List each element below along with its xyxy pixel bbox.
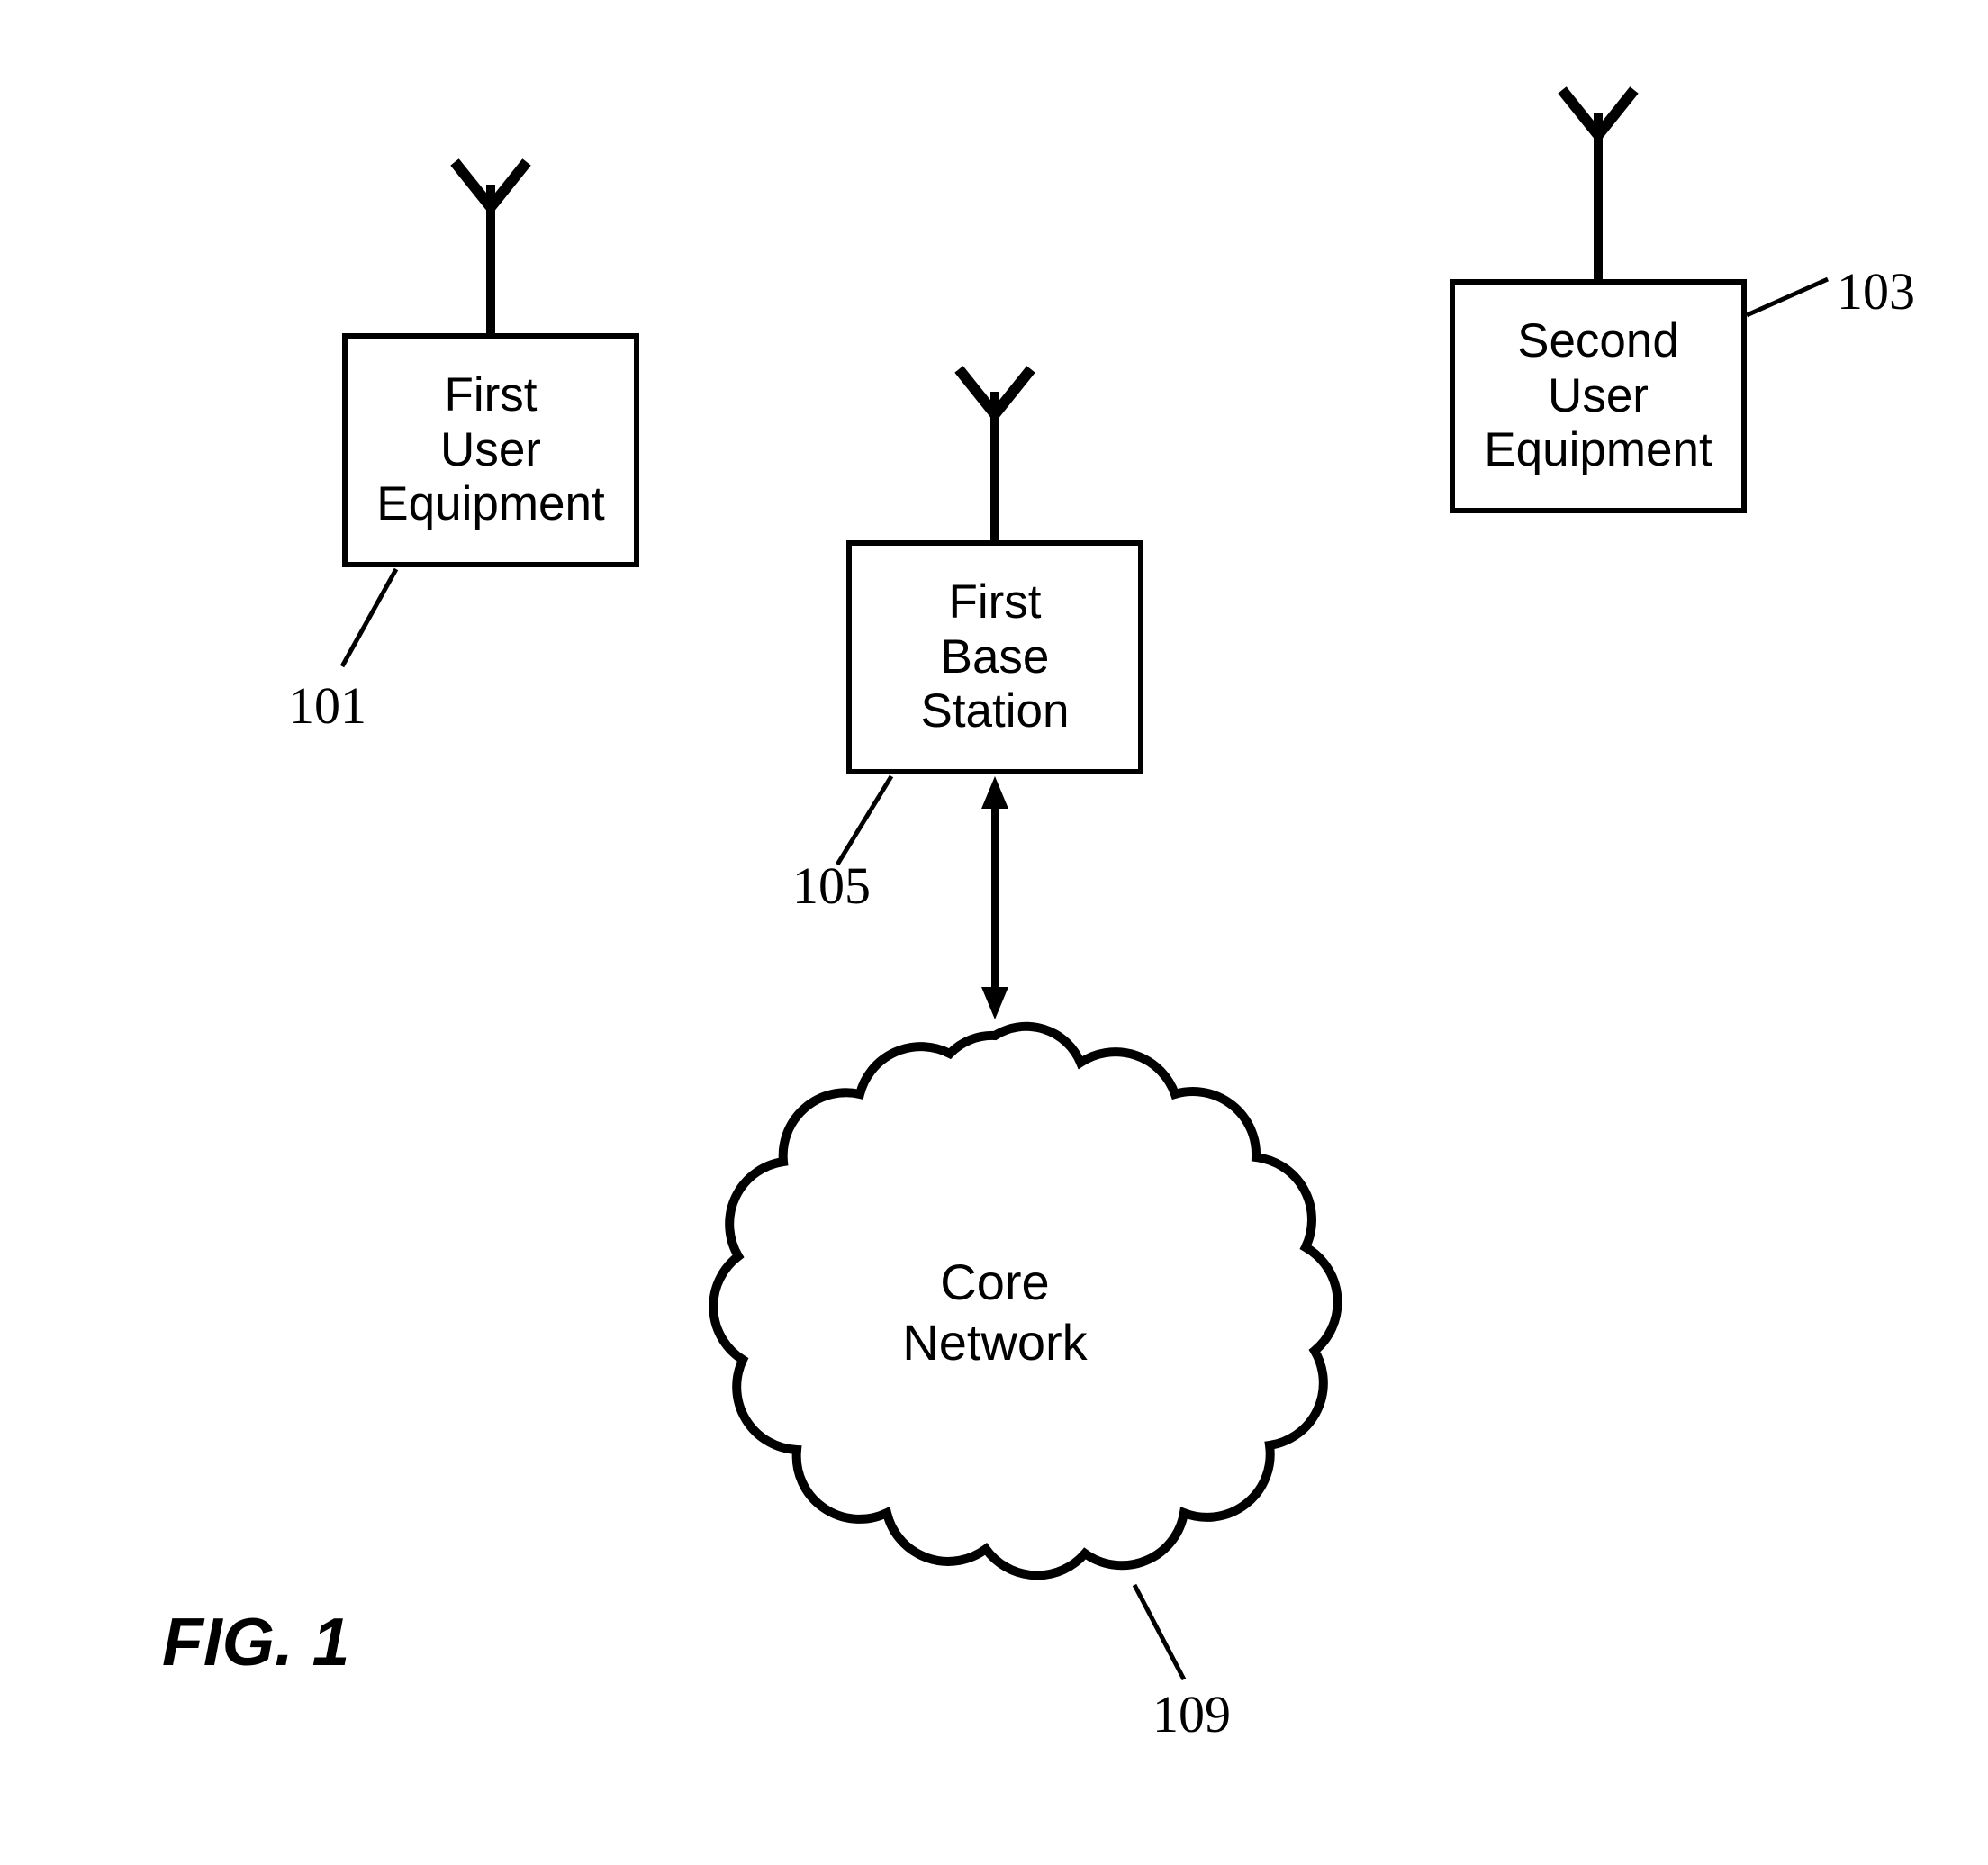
leader-line [0, 0, 1988, 1865]
ref-109: 109 [1152, 1684, 1231, 1744]
diagram-stage: First User Equipment 101 Second User Equ… [0, 0, 1988, 1865]
figure-label: FIG. 1 [162, 1603, 349, 1680]
